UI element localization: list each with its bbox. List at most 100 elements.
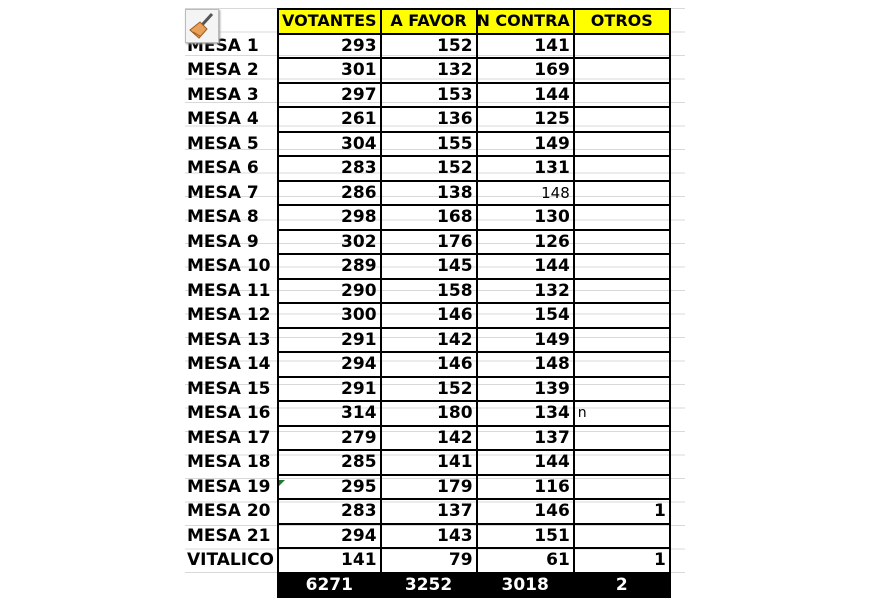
- cell-votantes[interactable]: 301: [277, 57, 382, 84]
- cell-otros[interactable]: [572, 57, 671, 84]
- header-votantes[interactable]: VOTANTES: [277, 8, 382, 35]
- cell-en-contra[interactable]: 151: [475, 522, 575, 549]
- total-votantes[interactable]: 6271: [277, 571, 382, 598]
- row-label[interactable]: MESA 5: [187, 133, 259, 154]
- row-label[interactable]: MESA 21: [187, 525, 271, 546]
- cell-a-favor[interactable]: 152: [379, 32, 478, 59]
- cell-a-favor[interactable]: 132: [379, 57, 478, 84]
- cell-a-favor[interactable]: 142: [379, 326, 478, 353]
- cell-a-favor[interactable]: 153: [379, 81, 478, 108]
- cell-votantes[interactable]: 289: [277, 253, 382, 280]
- row-label[interactable]: MESA 16: [187, 403, 271, 424]
- cell-a-favor[interactable]: 168: [379, 204, 478, 231]
- cell-a-favor[interactable]: 136: [379, 106, 478, 133]
- cell-votantes[interactable]: 302: [277, 228, 382, 255]
- cell-votantes[interactable]: 141: [277, 547, 382, 574]
- cell-en-contra[interactable]: 144: [475, 81, 575, 108]
- cell-otros[interactable]: [572, 351, 671, 378]
- cell-otros[interactable]: n: [572, 400, 671, 427]
- cell-votantes[interactable]: 283: [277, 498, 382, 525]
- cell-votantes[interactable]: 291: [277, 326, 382, 353]
- cell-a-favor[interactable]: 146: [379, 351, 478, 378]
- cell-votantes[interactable]: 295: [277, 473, 382, 500]
- cell-otros[interactable]: [572, 228, 671, 255]
- cell-en-contra[interactable]: 149: [475, 130, 575, 157]
- cell-votantes[interactable]: 314: [277, 400, 382, 427]
- cell-votantes[interactable]: 291: [277, 375, 382, 402]
- cell-otros[interactable]: [572, 449, 671, 476]
- cell-otros[interactable]: [572, 302, 671, 329]
- cell-en-contra[interactable]: 126: [475, 228, 575, 255]
- row-label[interactable]: MESA 4: [187, 109, 259, 130]
- cell-otros[interactable]: [572, 204, 671, 231]
- cell-otros[interactable]: [572, 253, 671, 280]
- row-label[interactable]: MESA 10: [187, 256, 271, 277]
- cell-votantes[interactable]: 304: [277, 130, 382, 157]
- cell-a-favor[interactable]: 152: [379, 375, 478, 402]
- cell-votantes[interactable]: 286: [277, 179, 382, 206]
- cell-otros[interactable]: 1: [572, 547, 671, 574]
- cell-en-contra[interactable]: 137: [475, 424, 575, 451]
- cell-otros[interactable]: [572, 32, 671, 59]
- cell-otros[interactable]: [572, 424, 671, 451]
- cell-otros[interactable]: [572, 130, 671, 157]
- cell-a-favor[interactable]: 146: [379, 302, 478, 329]
- cell-votantes[interactable]: 283: [277, 155, 382, 182]
- cell-otros[interactable]: [572, 155, 671, 182]
- cell-votantes[interactable]: 279: [277, 424, 382, 451]
- row-label[interactable]: MESA 7: [187, 182, 259, 203]
- cell-otros[interactable]: [572, 81, 671, 108]
- cell-en-contra[interactable]: 132: [475, 277, 575, 304]
- row-label[interactable]: VITALICO: [187, 550, 275, 571]
- cell-en-contra[interactable]: 116: [475, 473, 575, 500]
- row-label[interactable]: MESA 6: [187, 158, 259, 179]
- cell-en-contra[interactable]: 130: [475, 204, 575, 231]
- cell-votantes[interactable]: 297: [277, 81, 382, 108]
- row-label[interactable]: MESA 18: [187, 452, 271, 473]
- cell-a-favor[interactable]: 141: [379, 449, 478, 476]
- cell-en-contra[interactable]: 148: [475, 179, 575, 206]
- row-label[interactable]: MESA 3: [187, 84, 259, 105]
- cell-a-favor[interactable]: 138: [379, 179, 478, 206]
- cell-votantes[interactable]: 294: [277, 522, 382, 549]
- total-a-favor[interactable]: 3252: [379, 571, 478, 598]
- cell-en-contra[interactable]: 141: [475, 32, 575, 59]
- cell-en-contra[interactable]: 61: [475, 547, 575, 574]
- cell-a-favor[interactable]: 155: [379, 130, 478, 157]
- row-label[interactable]: MESA 14: [187, 354, 271, 375]
- cell-en-contra[interactable]: 154: [475, 302, 575, 329]
- cell-otros[interactable]: [572, 106, 671, 133]
- cell-a-favor[interactable]: 152: [379, 155, 478, 182]
- cell-a-favor[interactable]: 176: [379, 228, 478, 255]
- cell-votantes[interactable]: 293: [277, 32, 382, 59]
- cell-otros[interactable]: [572, 277, 671, 304]
- row-label[interactable]: MESA 20: [187, 501, 271, 522]
- cell-en-contra[interactable]: 134: [475, 400, 575, 427]
- row-label[interactable]: MESA 15: [187, 378, 271, 399]
- row-label[interactable]: MESA 9: [187, 231, 259, 252]
- header-en-contra[interactable]: EN CONTRA: [475, 8, 575, 35]
- cell-a-favor[interactable]: 137: [379, 498, 478, 525]
- cell-otros[interactable]: [572, 179, 671, 206]
- row-label[interactable]: MESA 19: [187, 476, 271, 497]
- cell-en-contra[interactable]: 146: [475, 498, 575, 525]
- row-label[interactable]: MESA 8: [187, 207, 259, 228]
- cell-otros[interactable]: [572, 473, 671, 500]
- cell-votantes[interactable]: 285: [277, 449, 382, 476]
- row-label[interactable]: MESA 13: [187, 329, 271, 350]
- totals-label-cell[interactable]: [185, 573, 278, 598]
- cell-otros[interactable]: 1: [572, 498, 671, 525]
- row-label[interactable]: MESA 17: [187, 427, 271, 448]
- cell-votantes[interactable]: 300: [277, 302, 382, 329]
- cell-a-favor[interactable]: 180: [379, 400, 478, 427]
- cell-a-favor[interactable]: 179: [379, 473, 478, 500]
- cell-a-favor[interactable]: 143: [379, 522, 478, 549]
- cell-otros[interactable]: [572, 326, 671, 353]
- cell-votantes[interactable]: 294: [277, 351, 382, 378]
- cell-votantes[interactable]: 298: [277, 204, 382, 231]
- row-label[interactable]: MESA 2: [187, 60, 259, 81]
- cell-en-contra[interactable]: 148: [475, 351, 575, 378]
- cell-en-contra[interactable]: 144: [475, 253, 575, 280]
- cell-en-contra[interactable]: 149: [475, 326, 575, 353]
- cell-a-favor[interactable]: 158: [379, 277, 478, 304]
